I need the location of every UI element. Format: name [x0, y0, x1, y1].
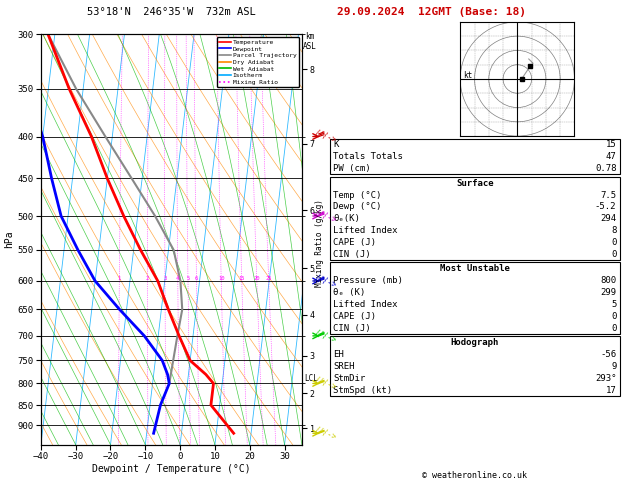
Text: StmSpd (kt): StmSpd (kt) — [333, 386, 392, 395]
Text: 293°: 293° — [595, 374, 616, 383]
Text: ///->: ///-> — [313, 128, 338, 145]
Text: 0.78: 0.78 — [595, 164, 616, 174]
Text: 0: 0 — [611, 324, 616, 333]
Text: 6: 6 — [195, 276, 198, 281]
Text: 294: 294 — [600, 214, 616, 224]
Text: K: K — [333, 140, 339, 150]
Text: kt: kt — [463, 70, 472, 80]
Text: CAPE (J): CAPE (J) — [333, 312, 376, 321]
Text: Pressure (mb): Pressure (mb) — [333, 276, 403, 285]
Text: 8: 8 — [611, 226, 616, 235]
Text: 4: 4 — [176, 276, 179, 281]
Text: StmDir: StmDir — [333, 374, 365, 383]
Text: Temp (°C): Temp (°C) — [333, 191, 382, 200]
Text: θₑ (K): θₑ (K) — [333, 288, 365, 297]
Text: LCL: LCL — [304, 375, 318, 383]
Text: ///->: ///-> — [313, 208, 338, 224]
Text: Dewp (°C): Dewp (°C) — [333, 203, 382, 211]
Text: 15: 15 — [606, 140, 616, 150]
Text: 5: 5 — [611, 300, 616, 309]
Text: 9: 9 — [611, 362, 616, 371]
Text: Lifted Index: Lifted Index — [333, 300, 398, 309]
Text: PW (cm): PW (cm) — [333, 164, 371, 174]
Text: 10: 10 — [218, 276, 225, 281]
Text: 20: 20 — [253, 276, 260, 281]
Text: CIN (J): CIN (J) — [333, 324, 371, 333]
Text: EH: EH — [333, 350, 344, 359]
Text: 15: 15 — [238, 276, 245, 281]
Text: ///->: ///-> — [313, 328, 338, 344]
Text: 53°18'N  246°35'W  732m ASL: 53°18'N 246°35'W 732m ASL — [87, 7, 256, 17]
Legend: Temperature, Dewpoint, Parcel Trajectory, Dry Adiabat, Wet Adiabat, Isotherm, Mi: Temperature, Dewpoint, Parcel Trajectory… — [217, 37, 299, 87]
Text: θₑ(K): θₑ(K) — [333, 214, 360, 224]
Text: 1: 1 — [118, 276, 121, 281]
Text: Most Unstable: Most Unstable — [440, 264, 510, 274]
Text: ///->: ///-> — [313, 273, 338, 289]
Text: ///->: ///-> — [313, 425, 338, 441]
Text: -56: -56 — [600, 350, 616, 359]
Text: km
ASL: km ASL — [303, 32, 317, 51]
Text: Surface: Surface — [456, 179, 494, 188]
Text: -5.2: -5.2 — [595, 203, 616, 211]
Text: CAPE (J): CAPE (J) — [333, 238, 376, 247]
Text: 17: 17 — [606, 386, 616, 395]
Text: 29.09.2024  12GMT (Base: 18): 29.09.2024 12GMT (Base: 18) — [337, 7, 525, 17]
Text: © weatheronline.co.uk: © weatheronline.co.uk — [423, 471, 527, 480]
Text: 25: 25 — [265, 276, 272, 281]
Text: 0: 0 — [611, 312, 616, 321]
Text: Hodograph: Hodograph — [451, 338, 499, 347]
X-axis label: Dewpoint / Temperature (°C): Dewpoint / Temperature (°C) — [92, 464, 251, 474]
Text: Mixing Ratio (g/kg): Mixing Ratio (g/kg) — [315, 199, 324, 287]
Text: Totals Totals: Totals Totals — [333, 153, 403, 161]
Text: Lifted Index: Lifted Index — [333, 226, 398, 235]
Text: 3: 3 — [164, 276, 167, 281]
Text: 800: 800 — [600, 276, 616, 285]
Y-axis label: hPa: hPa — [4, 230, 14, 248]
Text: 0: 0 — [611, 238, 616, 247]
Text: 2: 2 — [146, 276, 149, 281]
Text: 7.5: 7.5 — [600, 191, 616, 200]
Text: 5: 5 — [186, 276, 189, 281]
Text: 299: 299 — [600, 288, 616, 297]
Text: 0: 0 — [611, 250, 616, 259]
Text: 47: 47 — [606, 153, 616, 161]
Text: ///->: ///-> — [313, 375, 338, 392]
Text: CIN (J): CIN (J) — [333, 250, 371, 259]
Text: SREH: SREH — [333, 362, 355, 371]
